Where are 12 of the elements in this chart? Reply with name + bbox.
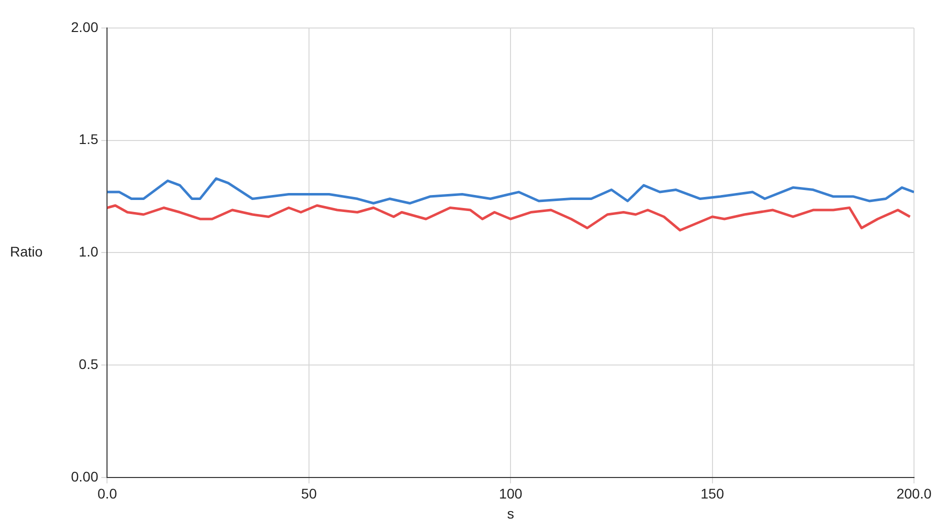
x-tick-label: 50 bbox=[301, 486, 317, 502]
x-tick-label: 100 bbox=[498, 486, 523, 502]
y-tick-label: 0.5 bbox=[78, 356, 98, 372]
y-tick-label: 1.0 bbox=[78, 244, 98, 260]
x-axis-title: s bbox=[507, 505, 514, 522]
x-tick-label: 0.0 bbox=[98, 486, 118, 502]
x-tick-label: 200.0 bbox=[896, 486, 932, 502]
y-tick-label: 1.5 bbox=[78, 131, 98, 148]
y-tick-label: 2.00 bbox=[71, 18, 98, 35]
y-axis-title: Ratio bbox=[10, 244, 43, 260]
y-tick-label: 0.00 bbox=[71, 468, 98, 484]
x-tick-label: 150 bbox=[700, 486, 724, 502]
